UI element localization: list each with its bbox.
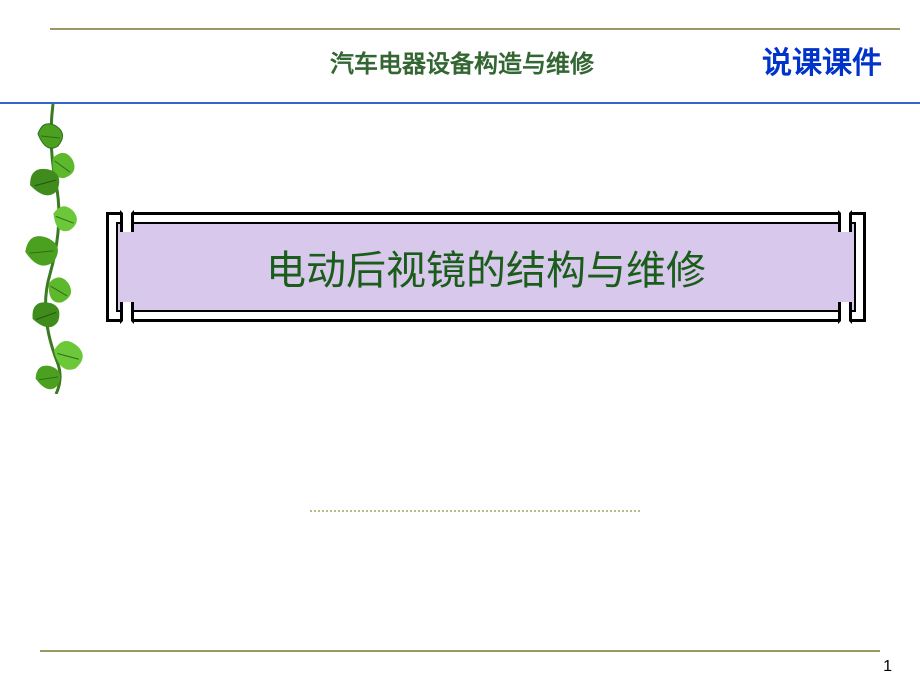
frame-notch xyxy=(838,302,852,324)
bottom-divider xyxy=(40,650,880,652)
top-divider xyxy=(50,28,900,30)
main-title: 电动后视镜的结构与维修 xyxy=(266,238,706,296)
frame-notch xyxy=(838,210,852,232)
dotted-divider xyxy=(310,510,640,512)
header-underline xyxy=(0,102,920,104)
page-number: 1 xyxy=(883,658,892,676)
vine-decoration xyxy=(8,104,98,394)
header-subtitle: 汽车电器设备构造与维修 xyxy=(330,44,594,79)
title-inner-panel: 电动后视镜的结构与维修 xyxy=(116,222,856,312)
title-frame: 电动后视镜的结构与维修 xyxy=(106,212,866,322)
header-label: 说课课件 xyxy=(762,38,882,82)
frame-notch xyxy=(120,302,134,324)
frame-notch xyxy=(120,210,134,232)
